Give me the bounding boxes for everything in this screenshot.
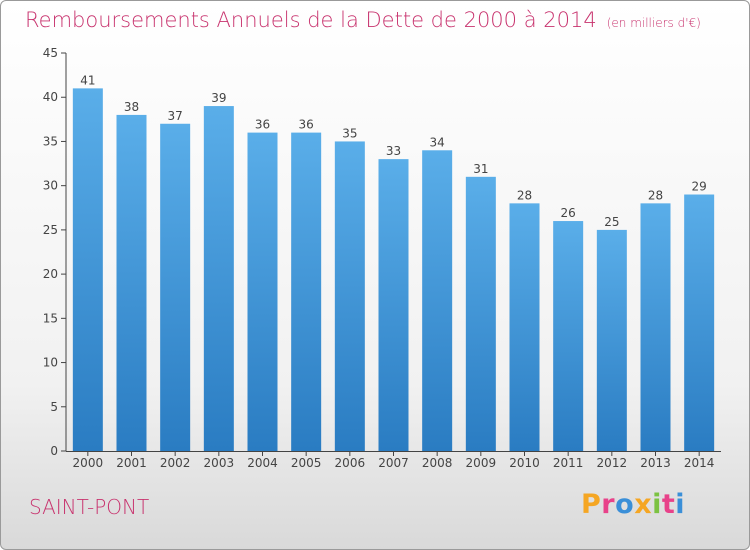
bar-value-label: 39 — [211, 91, 226, 105]
bar-value-label: 38 — [124, 100, 139, 114]
bar-value-label: 26 — [561, 206, 576, 220]
x-tick-label: 2010 — [509, 456, 540, 470]
bar-value-label: 37 — [168, 109, 183, 123]
bar-value-label: 33 — [386, 144, 401, 158]
bar — [596, 229, 627, 451]
x-tick-label: 2008 — [422, 456, 453, 470]
x-tick-label: 2002 — [160, 456, 191, 470]
bar-value-label: 29 — [692, 180, 707, 194]
bar-value-label: 25 — [604, 215, 619, 229]
bar-value-label: 28 — [517, 188, 532, 202]
bar — [247, 132, 278, 451]
x-tick-label: 2000 — [73, 456, 104, 470]
y-tick-label: 5 — [50, 400, 58, 414]
y-tick-label: 10 — [43, 356, 58, 370]
y-tick-label: 45 — [43, 46, 58, 60]
x-tick-label: 2013 — [640, 456, 671, 470]
y-tick-label: 40 — [43, 90, 58, 104]
logo-letter: i — [652, 489, 662, 520]
bar-value-label: 34 — [430, 135, 445, 149]
bar — [160, 123, 191, 451]
bar — [422, 150, 453, 452]
bar — [72, 88, 103, 451]
logo-letter: r — [601, 489, 616, 520]
x-tick-label: 2005 — [291, 456, 322, 470]
commune-name: SAINT-PONT — [29, 495, 150, 519]
logo-letter: P — [581, 489, 602, 520]
x-tick-label: 2001 — [116, 456, 147, 470]
bar-value-label: 41 — [80, 73, 95, 87]
bar — [378, 159, 409, 451]
bar — [553, 221, 584, 451]
logo-letter: t — [661, 489, 676, 520]
chart-title-text: Remboursements Annuels de la Dette de 20… — [25, 8, 597, 32]
x-tick-label: 2011 — [553, 456, 584, 470]
bar-value-label: 28 — [648, 188, 663, 202]
bar — [509, 203, 540, 451]
logo-letter: o — [615, 489, 635, 520]
y-tick-label: 0 — [50, 444, 58, 458]
proxiti-logo: Proxiti — [581, 489, 685, 520]
y-tick-label: 15 — [43, 311, 58, 325]
bar — [291, 132, 322, 451]
x-tick-label: 2003 — [204, 456, 235, 470]
logo-letter: i — [675, 489, 686, 520]
x-tick-label: 2007 — [378, 456, 409, 470]
bar-value-label: 36 — [299, 118, 314, 132]
bar — [465, 176, 496, 452]
bar-value-label: 31 — [473, 162, 488, 176]
bar-value-label: 35 — [342, 126, 357, 140]
bar — [334, 141, 365, 451]
x-tick-label: 2004 — [247, 456, 278, 470]
x-tick-label: 2009 — [466, 456, 497, 470]
x-tick-label: 2014 — [684, 456, 715, 470]
bar — [640, 203, 671, 451]
bar-value-label: 36 — [255, 118, 270, 132]
chart-unit-label: (en milliers d'€) — [606, 16, 701, 30]
y-tick-label: 30 — [43, 179, 58, 193]
y-tick-label: 35 — [43, 134, 58, 148]
bar — [116, 114, 147, 452]
bar — [684, 194, 715, 451]
x-tick-label: 2006 — [335, 456, 366, 470]
x-tick-label: 2012 — [597, 456, 628, 470]
y-tick-label: 20 — [43, 267, 58, 281]
logo-letter: x — [634, 489, 653, 520]
bar — [203, 106, 234, 452]
y-tick-label: 25 — [43, 223, 58, 237]
chart-title: Remboursements Annuels de la Dette de 20… — [25, 8, 701, 32]
